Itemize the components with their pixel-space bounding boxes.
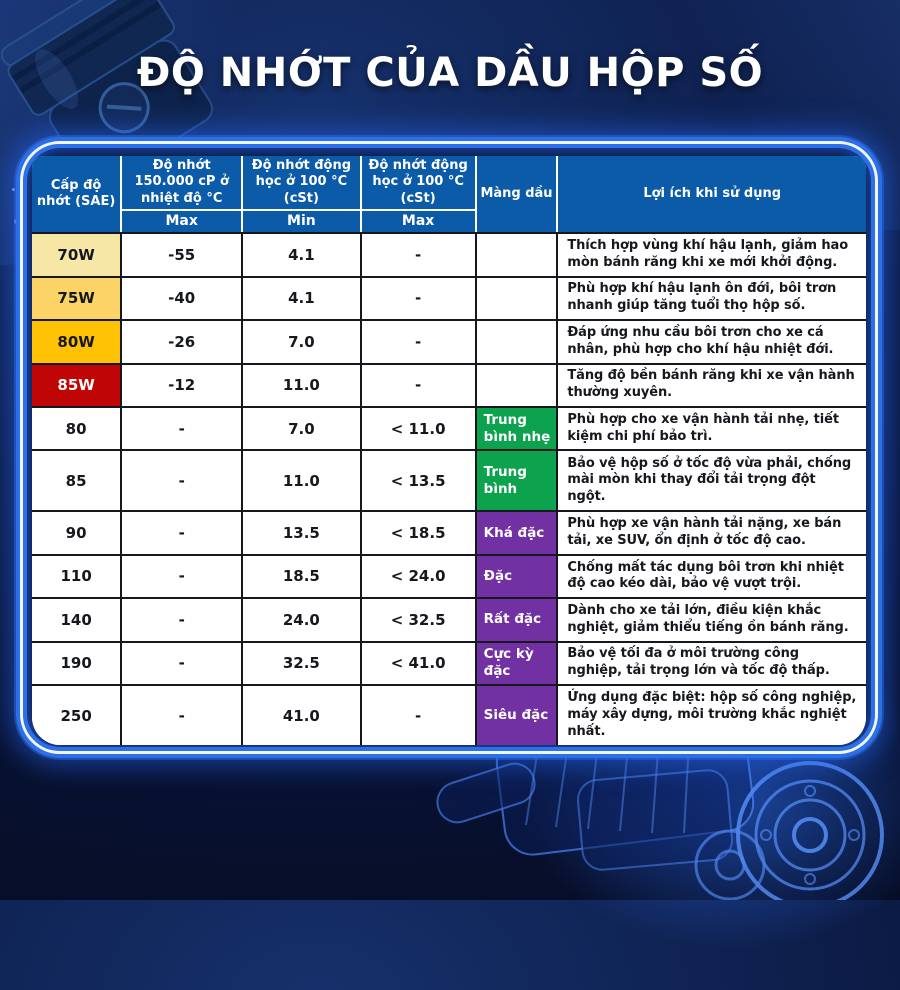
table-row: 80 - 7.0 < 11.0 Trung bình nhẹ Phù hợp c… bbox=[32, 405, 866, 452]
grade-cell: 85 bbox=[32, 449, 123, 513]
benefit-cell: Thích hợp vùng khí hậu lạnh, giảm hao mò… bbox=[556, 232, 866, 278]
table-row: 70W -55 4.1 - Thích hợp vùng khí hậu lạn… bbox=[32, 232, 866, 278]
film-cell: Trung bình bbox=[474, 449, 559, 513]
benefit-cell: Đáp ứng nhu cầu bôi trơn cho xe cá nhân,… bbox=[556, 319, 866, 365]
grade-cell: 80W bbox=[32, 319, 123, 365]
kv-min-cell: 7.0 bbox=[241, 319, 362, 365]
film-cell bbox=[474, 275, 559, 322]
kv-min-cell: 41.0 bbox=[241, 684, 362, 745]
cp-max-cell: - bbox=[120, 510, 244, 556]
grade-cell: 80 bbox=[32, 405, 123, 452]
grade-cell: 250 bbox=[32, 684, 123, 745]
table-row: 80W -26 7.0 - Đáp ứng nhu cầu bôi trơn c… bbox=[32, 319, 866, 365]
grade-cell: 75W bbox=[32, 275, 123, 322]
film-cell: Siêu đặc bbox=[474, 684, 559, 745]
film-cell: Rất đặc bbox=[474, 597, 559, 643]
kv-max-cell: - bbox=[359, 319, 477, 365]
kv-max-cell: < 18.5 bbox=[359, 510, 477, 556]
film-cell bbox=[474, 362, 559, 408]
cp-max-cell: - bbox=[120, 597, 244, 643]
kv-max-cell: < 24.0 bbox=[359, 553, 477, 600]
table-row: 85 - 11.0 < 13.5 Trung bình Bảo vệ hộp s… bbox=[32, 449, 866, 513]
benefit-cell: Bảo vệ hộp số ở tốc độ vừa phải, chống m… bbox=[556, 449, 866, 513]
benefit-cell: Bảo vệ tối đa ở môi trường công nghiệp, … bbox=[556, 640, 866, 687]
grade-cell: 70W bbox=[32, 232, 123, 278]
kv-max-cell: < 11.0 bbox=[359, 405, 477, 452]
table-row: 110 - 18.5 < 24.0 Đặc Chống mất tác dụng… bbox=[32, 553, 866, 600]
table-row: 75W -40 4.1 - Phù hợp khí hậu lạnh ôn đớ… bbox=[32, 275, 866, 322]
subheader-kv-max: Max bbox=[359, 209, 476, 235]
grade-cell: 90 bbox=[32, 510, 123, 556]
page-title: ĐỘ NHỚT CỦA DẦU HỘP SỐ bbox=[136, 50, 764, 96]
benefit-cell: Phù hợp khí hậu lạnh ôn đới, bôi trơn nh… bbox=[556, 275, 866, 322]
kv-min-cell: 18.5 bbox=[241, 553, 362, 600]
cp-max-cell: -26 bbox=[120, 319, 244, 365]
kv-min-cell: 13.5 bbox=[241, 510, 362, 556]
header-cp: Độ nhớt 150.000 cP ở nhiệt độ °C bbox=[120, 156, 244, 211]
cp-max-cell: - bbox=[120, 640, 244, 687]
kv-min-cell: 4.1 bbox=[241, 232, 362, 278]
kv-max-cell: - bbox=[359, 684, 477, 745]
cp-max-cell: - bbox=[120, 449, 244, 513]
kv-max-cell: - bbox=[359, 275, 477, 322]
grade-cell: 190 bbox=[32, 640, 123, 687]
header-film: Màng dầu bbox=[474, 156, 559, 235]
kv-max-cell: < 41.0 bbox=[359, 640, 477, 687]
kv-min-cell: 24.0 bbox=[241, 597, 362, 643]
film-cell: Trung bình nhẹ bbox=[474, 405, 559, 452]
kv-max-cell: < 13.5 bbox=[359, 449, 477, 513]
benefit-cell: Chống mất tác dụng bôi trơn khi nhiệt độ… bbox=[556, 553, 866, 600]
header-grade: Cấp độ nhớt (SAE) bbox=[32, 156, 123, 235]
film-cell: Đặc bbox=[474, 553, 559, 600]
cp-max-cell: -55 bbox=[120, 232, 244, 278]
cp-max-cell: - bbox=[120, 553, 244, 600]
cp-max-cell: -12 bbox=[120, 362, 244, 408]
cp-max-cell: - bbox=[120, 405, 244, 452]
viscosity-table-wrap: Cấp độ nhớt (SAE) Độ nhớt 150.000 cP ở n… bbox=[32, 156, 866, 745]
table-row: 85W -12 11.0 - Tăng độ bền bánh răng khi… bbox=[32, 362, 866, 408]
table-row: 250 - 41.0 - Siêu đặc Ứng dụng đặc biệt:… bbox=[32, 684, 866, 745]
header-benefit: Lợi ích khi sử dụng bbox=[556, 156, 866, 235]
kv-min-cell: 11.0 bbox=[241, 449, 362, 513]
film-cell bbox=[474, 319, 559, 365]
table-row: 190 - 32.5 < 41.0 Cực kỳ đặc Bảo vệ tối … bbox=[32, 640, 866, 687]
kv-max-cell: - bbox=[359, 362, 477, 408]
benefit-cell: Phù hợp xe vận hành tải nặng, xe bán tải… bbox=[556, 510, 866, 556]
cp-max-cell: - bbox=[120, 684, 244, 745]
kv-max-cell: < 32.5 bbox=[359, 597, 477, 643]
viscosity-table: Cấp độ nhớt (SAE) Độ nhớt 150.000 cP ở n… bbox=[32, 156, 866, 745]
bg-particles bbox=[12, 188, 15, 191]
table-row: 90 - 13.5 < 18.5 Khá đặc Phù hợp xe vận … bbox=[32, 510, 866, 556]
subheader-kv-min: Min bbox=[241, 209, 362, 235]
kv-min-cell: 7.0 bbox=[241, 405, 362, 452]
film-cell: Khá đặc bbox=[474, 510, 559, 556]
benefit-cell: Ứng dụng đặc biệt: hộp số công nghiệp, m… bbox=[556, 684, 866, 745]
kv-max-cell: - bbox=[359, 232, 477, 278]
film-cell bbox=[474, 232, 559, 278]
header-kv-min: Độ nhớt động học ở 100 °C (cSt) bbox=[241, 156, 362, 211]
film-cell: Cực kỳ đặc bbox=[474, 640, 559, 687]
kv-min-cell: 4.1 bbox=[241, 275, 362, 322]
cp-max-cell: -40 bbox=[120, 275, 244, 322]
grade-cell: 110 bbox=[32, 553, 123, 600]
header-kv-max: Độ nhớt động học ở 100 °C (cSt) bbox=[359, 156, 477, 211]
grade-cell: 85W bbox=[32, 362, 123, 408]
table-panel: Cấp độ nhớt (SAE) Độ nhớt 150.000 cP ở n… bbox=[20, 141, 878, 754]
header-row: Cấp độ nhớt (SAE) Độ nhớt 150.000 cP ở n… bbox=[32, 156, 866, 235]
kv-min-cell: 32.5 bbox=[241, 640, 362, 687]
table-row: 140 - 24.0 < 32.5 Rất đặc Dành cho xe tả… bbox=[32, 597, 866, 643]
subheader-cp-max: Max bbox=[121, 209, 244, 235]
grade-cell: 140 bbox=[32, 597, 123, 643]
kv-min-cell: 11.0 bbox=[241, 362, 362, 408]
benefit-cell: Tăng độ bền bánh răng khi xe vận hành th… bbox=[556, 362, 866, 408]
benefit-cell: Phù hợp cho xe vận hành tải nhẹ, tiết ki… bbox=[556, 405, 866, 452]
benefit-cell: Dành cho xe tải lớn, điều kiện khắc nghi… bbox=[556, 597, 866, 643]
